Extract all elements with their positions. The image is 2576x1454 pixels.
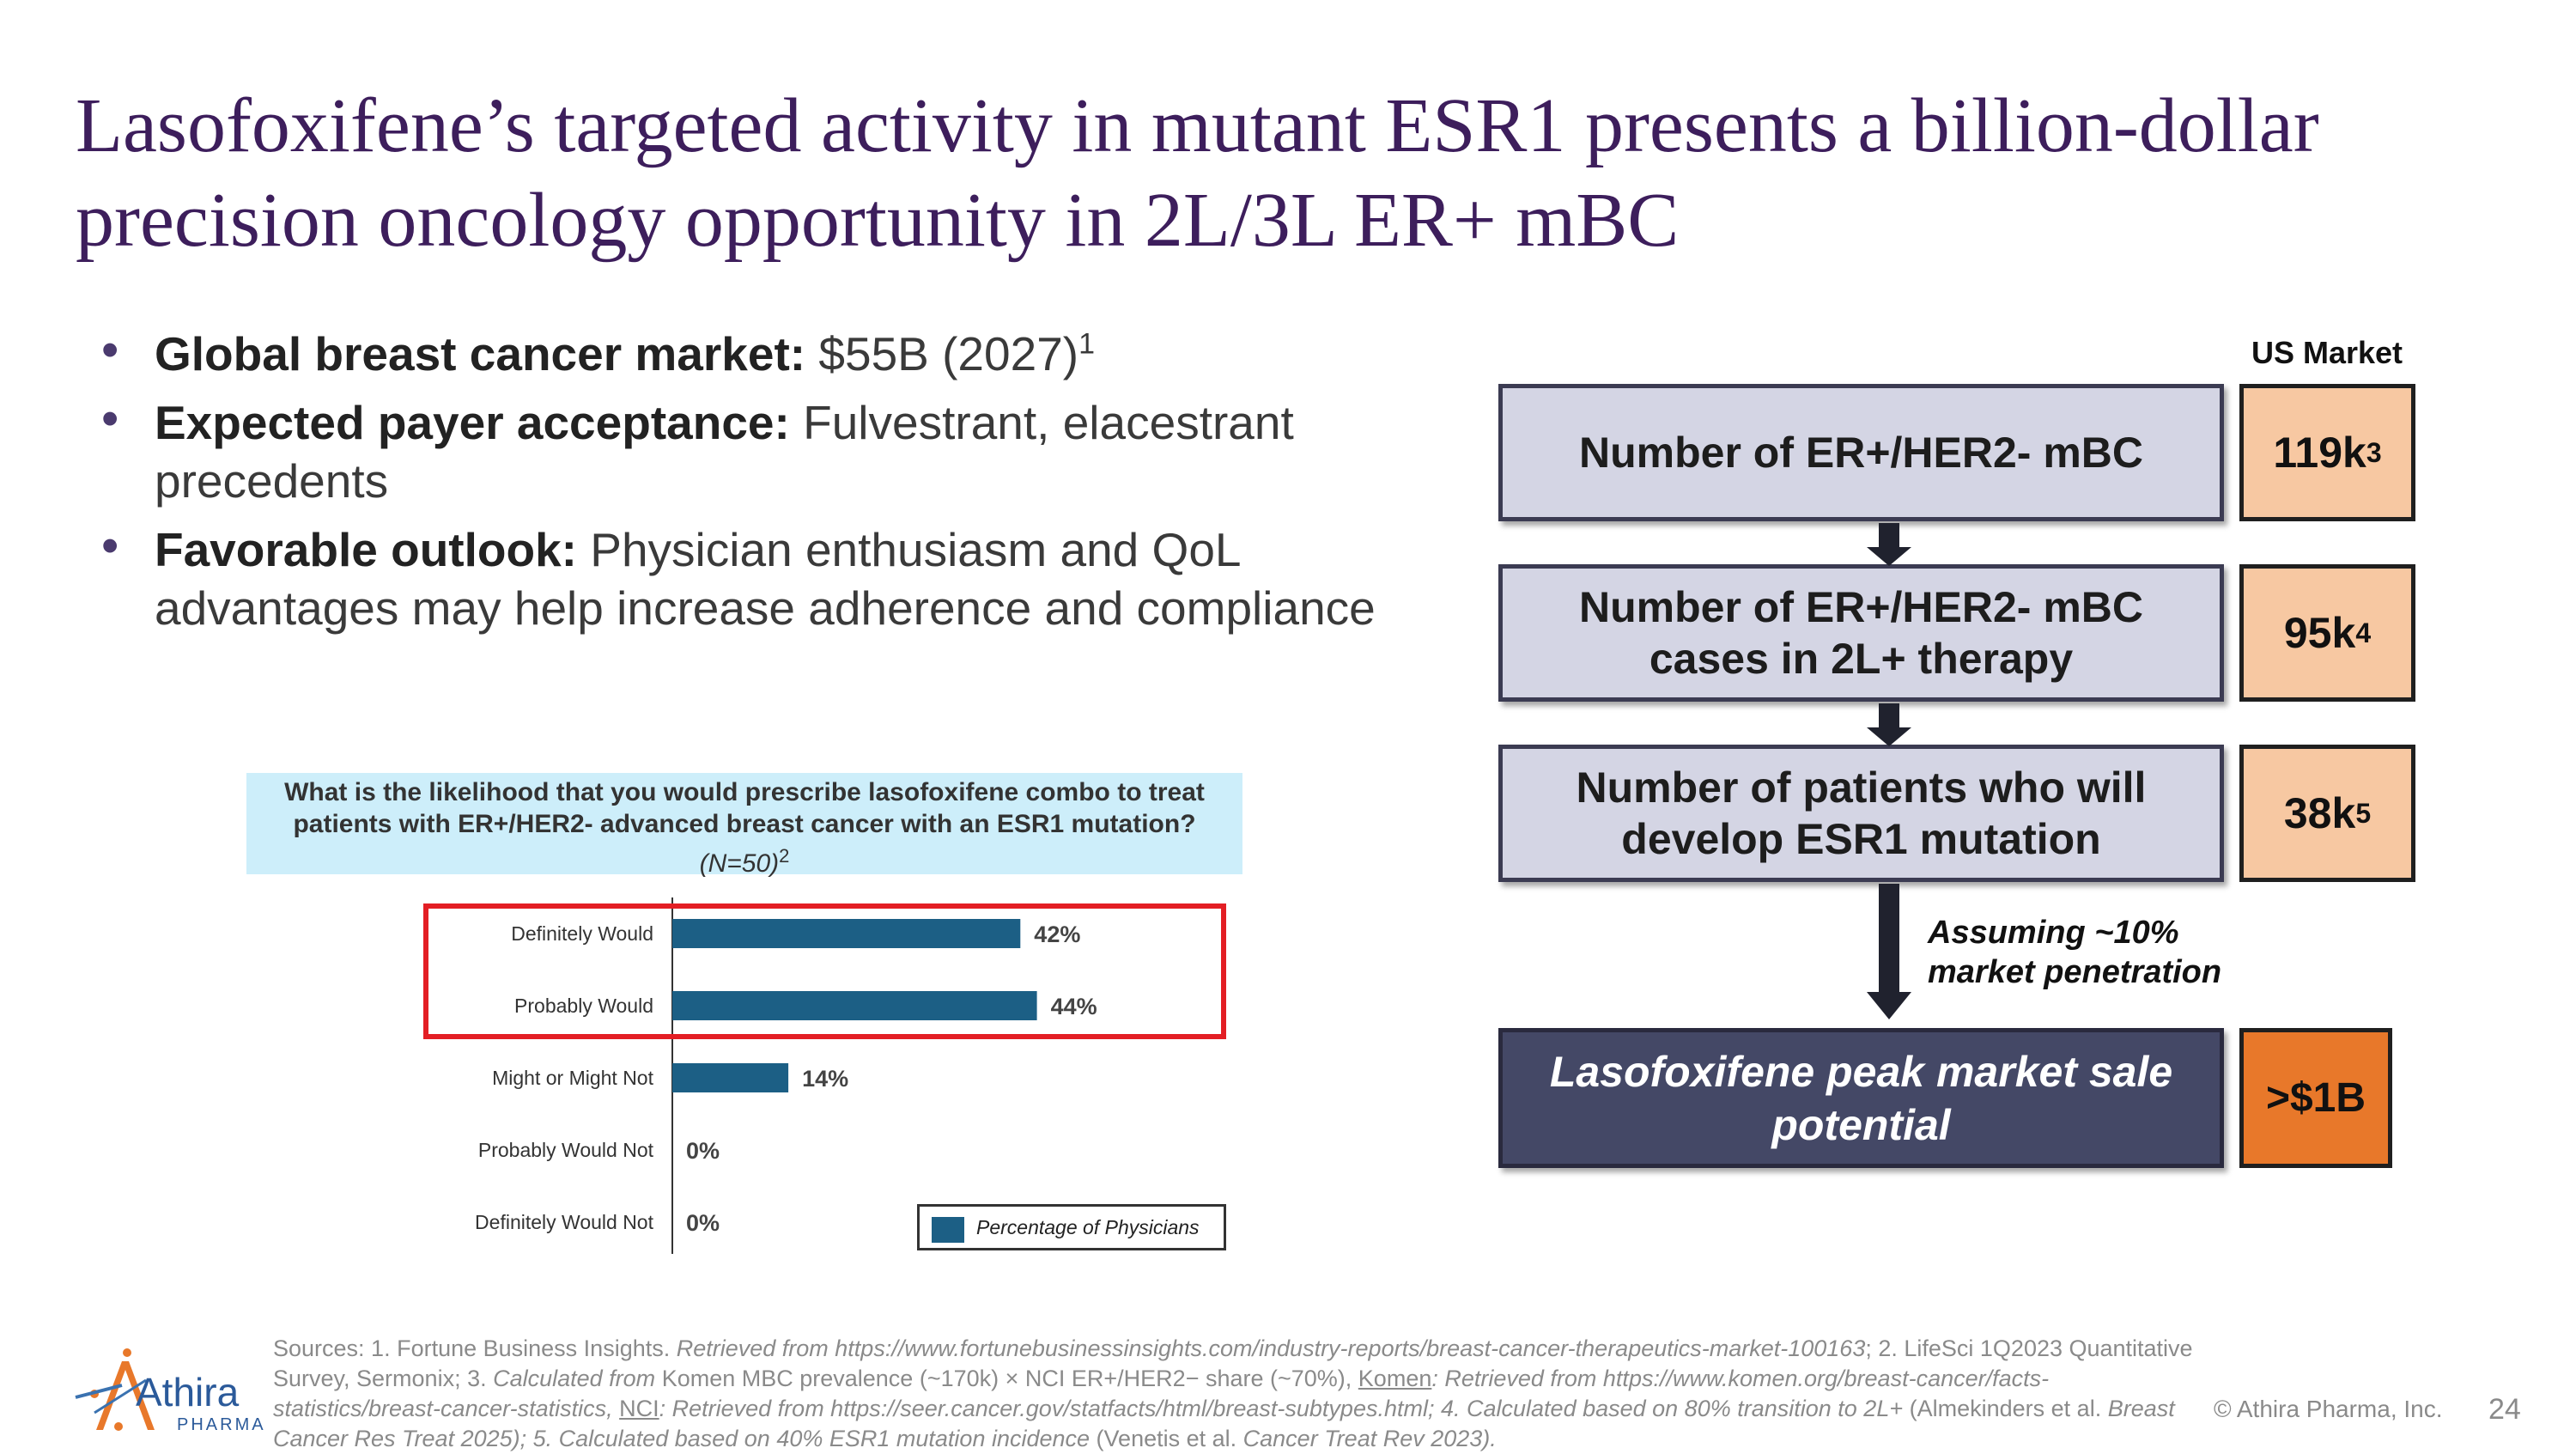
logo-name: Athira (136, 1370, 240, 1414)
source-text: Retrieved from https://www.fortunebusine… (676, 1335, 1866, 1361)
highlight-box (423, 903, 1226, 1039)
legend-label: Percentage of Physicians (976, 1216, 1200, 1238)
source-text: Breast Cancer Res Treat 2025); 5. Calcul… (273, 1396, 2175, 1451)
source-text: ; 4. Calculated based on 80% transition … (1427, 1396, 1904, 1421)
source-text: : Retrieved from https://seer.cancer.gov… (659, 1396, 1428, 1421)
bullet-text: $55B (2027) (805, 327, 1079, 380)
source-text: Sources: 1. Fortune Business Insights. (273, 1335, 677, 1361)
survey-question: What is the likelihood that you would pr… (246, 773, 1242, 878)
source-text: Komen MBC prevalence (~170k) × NCI ER+/H… (655, 1366, 1358, 1391)
bullet-text: Physician enthusiasm and QoL advantages … (155, 523, 1376, 635)
funnel-step-1: Number of ER+/HER2- mBC (1498, 384, 2224, 521)
down-arrow-icon (1867, 523, 1911, 566)
final-potential-value: >$1B (2239, 1028, 2392, 1168)
assumption-line-2: market penetration (1928, 954, 2222, 990)
category-label: Definitely Would Not (475, 1211, 654, 1233)
survey-n-label: (N=50) (699, 849, 780, 878)
source-link[interactable]: Komen (1358, 1366, 1432, 1391)
source-text: (Almekinders et al. (1903, 1396, 2108, 1421)
bullet-item: • Expected payer acceptance: Fulvestrant… (101, 391, 1389, 510)
bullet-item: • Global breast cancer market: $55B (202… (101, 322, 1389, 383)
funnel-value-2: 95k 4 (2239, 564, 2415, 702)
page-title: Lasofoxifene’s targeted activity in muta… (76, 79, 2549, 268)
funnel-step-label: Number of ER+/HER2- mBC (1578, 429, 2144, 477)
bullet-dot-icon: • (101, 322, 119, 378)
funnel-step-3: Number of patients who will develop ESR1… (1498, 745, 2224, 882)
data-label: 0% (686, 1210, 720, 1236)
funnel-value: 38k (2283, 789, 2356, 837)
source-text: : Retrieved from https://www.komen.org/b… (273, 1366, 2050, 1421)
data-label: 0% (686, 1138, 720, 1164)
bullet-dot-icon: • (101, 518, 119, 574)
assumption-note: Assuming ~10% market penetration (1928, 913, 2221, 992)
legend-swatch (932, 1217, 964, 1243)
bullet-footnote: 1 (1078, 327, 1096, 361)
logo-sub: PHARMA (177, 1415, 266, 1434)
funnel-value: 95k (2283, 609, 2356, 657)
category-label: Definitely Would (511, 922, 653, 945)
title-line-2: precision oncology opportunity in 2L/3L … (76, 178, 1680, 263)
us-market-label: US Market (2251, 335, 2403, 370)
funnel-footnote: 3 (2366, 436, 2382, 468)
data-label: 42% (1034, 922, 1080, 947)
bar (672, 1063, 789, 1092)
bullet-list: • Global breast cancer market: $55B (202… (101, 322, 1389, 648)
down-arrow-icon (1867, 703, 1911, 746)
bar (672, 991, 1037, 1020)
source-text: ; 2. LifeSci 1Q2023 Quantitative Survey,… (273, 1335, 2193, 1391)
bar (672, 919, 1021, 948)
final-potential-box: Lasofoxifene peak market sale potential (1498, 1028, 2224, 1168)
bullet-item: • Favorable outlook: Physician enthusias… (101, 518, 1389, 637)
source-link[interactable]: NCI (619, 1396, 659, 1421)
final-potential-label: Lasofoxifene peak market sale potential (1549, 1047, 2173, 1149)
chart-legend: Percentage of Physicians (917, 1204, 1226, 1250)
athira-logo: Athira PHARMA (75, 1348, 266, 1434)
bullet-label: Global breast cancer market: (155, 327, 806, 380)
funnel-footnote: 4 (2355, 617, 2372, 648)
bullet-dot-icon: • (101, 391, 119, 447)
bullet-label: Favorable outlook: (155, 523, 577, 576)
data-label: 44% (1051, 994, 1097, 1019)
funnel-step-label: Number of patients who will develop ESR1… (1576, 764, 2147, 863)
copyright: © Athira Pharma, Inc. (2214, 1396, 2443, 1422)
funnel-step-label: Number of ER+/HER2- mBC cases in 2L+ the… (1578, 583, 2144, 683)
data-label: 14% (802, 1066, 848, 1092)
source-text: Calculated from (493, 1366, 656, 1391)
survey-footnote: 2 (779, 845, 790, 867)
category-label: Probably Would (514, 995, 653, 1017)
bullet-label: Expected payer acceptance: (155, 396, 790, 449)
page-number: 24 (2488, 1393, 2521, 1426)
bullet-text: Fulvestrant, elacestrant precedents (155, 396, 1294, 508)
funnel-footnote: 5 (2355, 797, 2372, 829)
title-line-1: Lasofoxifene’s targeted activity in muta… (76, 83, 2319, 168)
final-value-text: >$1B (2265, 1075, 2366, 1121)
category-label: Might or Might Not (492, 1067, 654, 1089)
funnel-value: 119k (2273, 429, 2366, 477)
funnel-value-1: 119k 3 (2239, 384, 2415, 521)
funnel-step-2: Number of ER+/HER2- mBC cases in 2L+ the… (1498, 564, 2224, 702)
funnel-value-3: 38k 5 (2239, 745, 2415, 882)
sources-footnote: Sources: 1. Fortune Business Insights. R… (273, 1334, 2205, 1454)
down-arrow-icon (1867, 884, 1911, 1019)
survey-question-text: What is the likelihood that you would pr… (284, 778, 1205, 838)
category-label: Probably Would Not (478, 1139, 654, 1161)
source-text: Cancer Treat Rev 2023). (1242, 1426, 1497, 1451)
survey-bar-chart: Definitely Would 42% Probably Would 44% Migh… (475, 897, 1097, 1254)
source-text: (Venetis et al. (1090, 1426, 1243, 1451)
assumption-line-1: Assuming ~10% (1928, 915, 2179, 951)
